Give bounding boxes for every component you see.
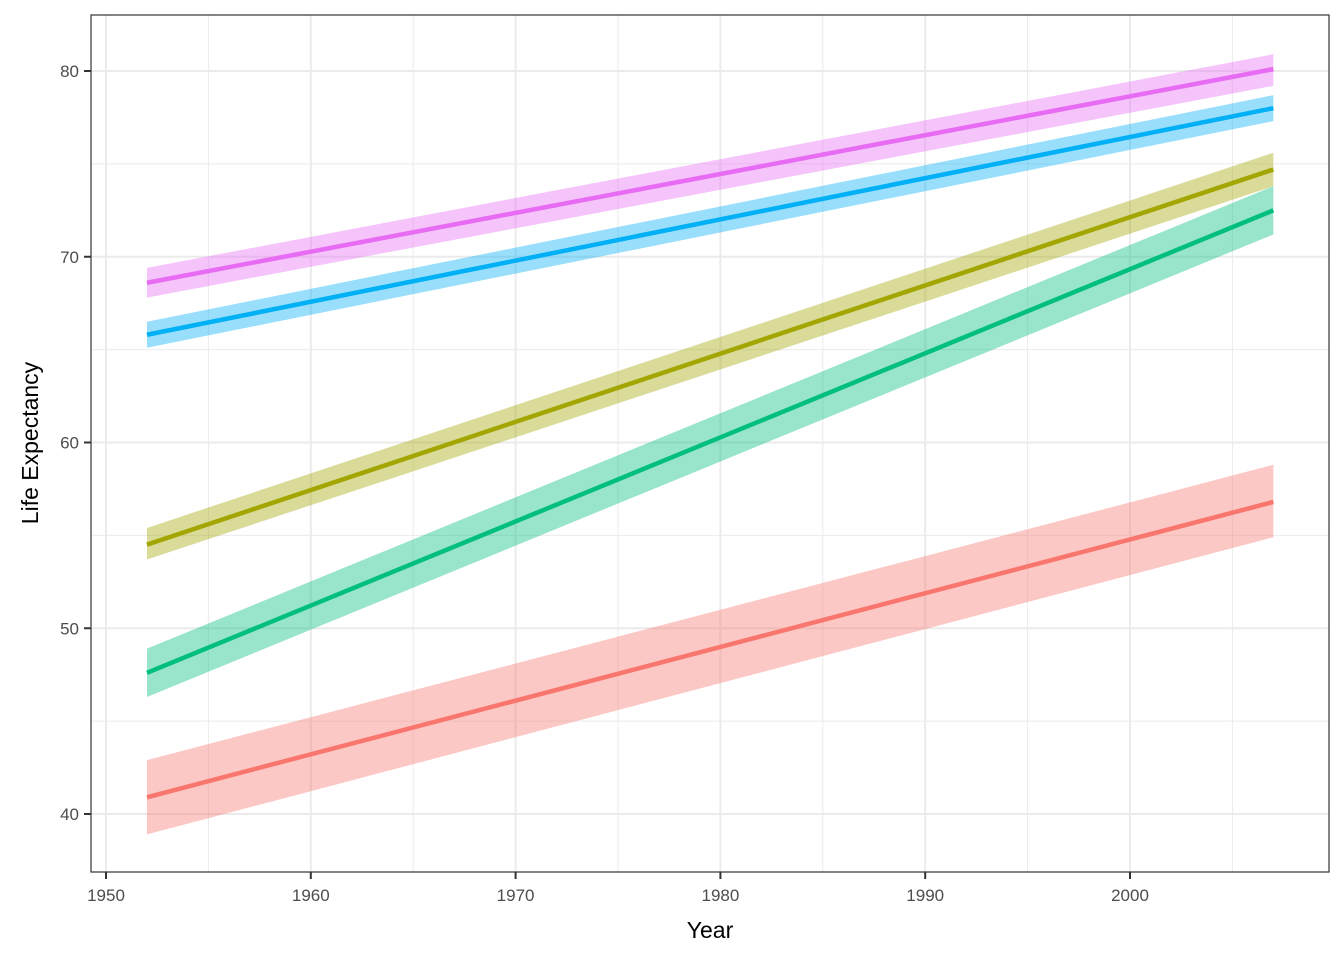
series-blue-line [146,105,1274,337]
x-tick-label: 1960 [292,886,330,905]
x-axis-title: Year [687,917,734,943]
y-tick-label: 40 [60,805,79,824]
x-axis: 1950 1960 1970 1980 1990 2000 [87,872,1149,905]
series-green-line [146,208,1275,675]
y-axis: 40 50 60 70 80 [60,62,91,824]
x-tick-label: 1970 [497,886,535,905]
y-tick-label: 60 [60,434,79,453]
series-red-line [146,499,1274,800]
y-tick-label: 70 [60,248,79,267]
y-axis-title: Life Expectancy [17,361,43,524]
x-tick-label: 2000 [1111,886,1149,905]
y-tick-label: 50 [60,619,79,638]
series-olive-line [146,167,1275,547]
y-tick-label: 80 [60,62,79,81]
series-pink-line [146,66,1274,285]
trend-lines [146,66,1275,800]
x-tick-label: 1990 [906,886,944,905]
x-tick-label: 1950 [87,886,125,905]
x-tick-label: 1980 [701,886,739,905]
